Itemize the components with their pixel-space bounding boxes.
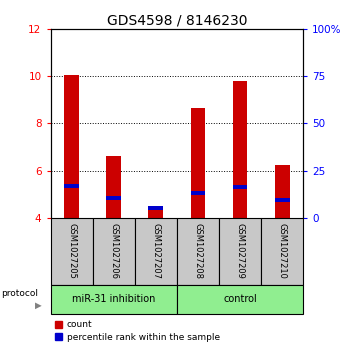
Bar — [106, 196, 121, 200]
Title: GDS4598 / 8146230: GDS4598 / 8146230 — [106, 14, 247, 28]
Bar — [191, 108, 205, 218]
Text: GSM1027208: GSM1027208 — [193, 223, 203, 280]
Bar — [148, 207, 163, 218]
Bar — [51, 218, 93, 285]
Bar — [275, 165, 290, 218]
Bar — [275, 198, 290, 202]
Bar — [64, 75, 79, 218]
Text: GSM1027210: GSM1027210 — [278, 224, 287, 279]
Text: GSM1027209: GSM1027209 — [236, 224, 244, 279]
Text: GSM1027207: GSM1027207 — [151, 223, 160, 280]
Bar — [93, 218, 135, 285]
Bar — [51, 285, 177, 314]
Bar — [233, 185, 247, 189]
Bar — [191, 191, 205, 195]
Text: protocol: protocol — [1, 289, 38, 298]
Bar — [219, 218, 261, 285]
Legend: count, percentile rank within the sample: count, percentile rank within the sample — [55, 320, 220, 342]
Bar — [261, 218, 303, 285]
Bar — [177, 218, 219, 285]
Bar — [106, 156, 121, 218]
Bar — [177, 285, 303, 314]
Bar — [64, 184, 79, 188]
Text: GSM1027205: GSM1027205 — [67, 224, 76, 279]
Text: control: control — [223, 294, 257, 305]
Bar — [148, 206, 163, 210]
Bar — [135, 218, 177, 285]
Text: GSM1027206: GSM1027206 — [109, 223, 118, 280]
Text: miR-31 inhibition: miR-31 inhibition — [72, 294, 155, 305]
Bar — [233, 81, 247, 218]
